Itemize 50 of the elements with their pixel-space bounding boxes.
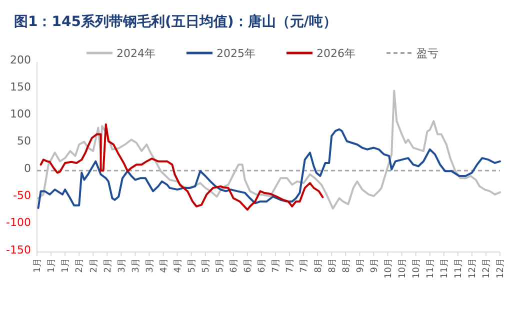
y-tick-label: 100 [10,108,31,121]
x-tick-label: 5月 [202,258,212,273]
legend-label: 2024年 [116,46,156,60]
x-tick-label: 2月 [103,258,114,273]
x-tick-label: 5月 [216,258,226,273]
x-tick-label: 12月 [468,258,478,278]
x-tick-label: 12月 [482,258,492,278]
legend-label: 2026年 [316,46,356,60]
x-tick-label: 12月 [496,258,506,278]
x-tick-label: 3月 [131,258,142,273]
x-tick-label: 10月 [384,258,394,278]
x-tick-label: 11月 [440,258,450,278]
x-tick-label: 6月 [230,258,240,273]
y-tick-label: 200 [10,53,31,66]
x-tick-label: 8月 [314,258,324,273]
chart-title: 图1：145系列带钢毛利(五日均值)：唐山（元/吨） [14,13,337,30]
x-tick-label: 8月 [328,258,338,273]
y-tick-label: 0 [24,162,31,175]
x-tick-label: 7月 [272,258,282,273]
y-tick-label: 150 [10,80,31,94]
x-tick-label: 3月 [145,258,156,273]
y-tick-label: -100 [6,216,31,230]
x-tick-label: 6月 [244,258,254,273]
y-tick-label: -150 [6,243,31,256]
x-tick-label: 10月 [412,258,422,278]
x-tick-label: 6月 [258,258,268,273]
x-tick-label: 2月 [75,258,86,273]
x-tick-label: 9月 [356,258,366,273]
line-series [37,90,501,210]
x-tick-label: 1月 [61,258,72,273]
x-tick-label: 10月 [398,258,408,278]
x-tick-label: 11月 [426,258,436,278]
x-tick-label: 1月 [33,258,44,273]
x-tick-label: 2月 [89,258,100,273]
x-tick-label: 8月 [342,258,352,273]
legend-label: 盈亏 [416,46,438,60]
x-tick-label: 7月 [286,258,296,273]
y-tick-label: 50 [17,134,31,148]
y-tick-label: -50 [13,189,31,202]
x-tick-label: 9月 [370,258,380,273]
line-series [37,128,501,210]
x-tick-label: 1月 [47,258,58,273]
x-tick-label: 7月 [300,258,310,273]
x-tick-label: 4月 [173,258,184,273]
legend-label: 2025年 [216,46,256,60]
x-tick-label: 5月 [187,258,198,273]
x-tick-label: 11月 [454,258,464,278]
x-tick-label: 4月 [159,258,170,273]
line-series [40,123,324,211]
x-tick-label: 3月 [117,258,128,273]
